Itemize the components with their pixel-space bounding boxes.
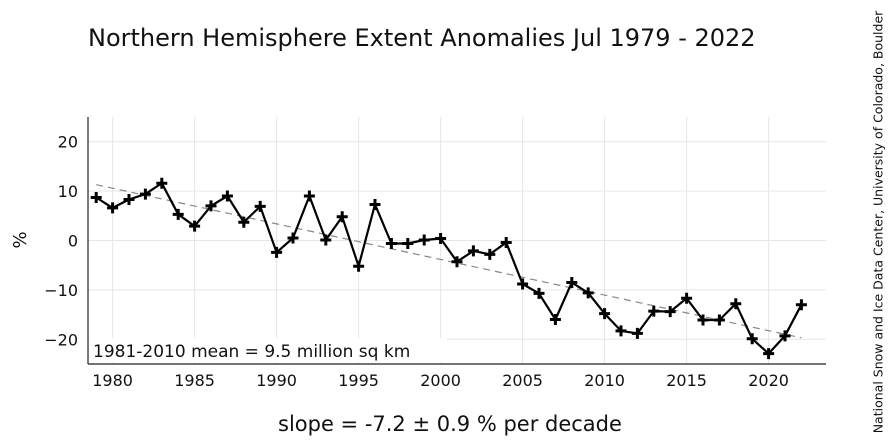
data-point-marker <box>582 287 594 299</box>
data-point-marker <box>402 237 414 249</box>
data-point-marker <box>336 211 348 223</box>
x-tick-label: 2015 <box>666 371 707 390</box>
x-tick-label: 2005 <box>502 371 543 390</box>
data-point-marker <box>123 193 135 205</box>
mean-annotation: 1981-2010 mean = 9.5 million sq km <box>93 342 410 362</box>
data-point-marker <box>172 208 184 220</box>
data-point-marker <box>139 188 151 200</box>
data-point-marker <box>648 305 660 317</box>
data-point-marker <box>205 200 217 212</box>
data-point-marker <box>369 198 381 210</box>
data-point-marker <box>107 202 119 214</box>
axes <box>87 117 826 365</box>
x-tick-label: 2020 <box>748 371 789 390</box>
data-point-marker <box>795 299 807 311</box>
data-point-marker <box>566 276 578 288</box>
grid-lines <box>88 117 826 364</box>
data-point-marker <box>467 245 479 257</box>
x-tick-label: 2010 <box>584 371 625 390</box>
data-point-marker <box>763 348 775 360</box>
y-tick-label: −20 <box>44 330 78 349</box>
data-point-marker <box>746 333 758 345</box>
x-tick-label: 1990 <box>256 371 297 390</box>
data-point-marker <box>303 190 315 202</box>
trend-line <box>96 184 802 339</box>
data-point-marker <box>779 330 791 342</box>
y-tick-label: 0 <box>68 232 78 251</box>
data-point-marker <box>451 256 463 268</box>
data-point-marker <box>156 177 168 189</box>
data-point-marker <box>484 248 496 260</box>
x-axis-label: slope = -7.2 ± 0.9 % per decade <box>278 412 622 436</box>
y-tick-label: 20 <box>58 133 78 152</box>
series-group <box>90 177 807 360</box>
data-point-marker <box>549 314 561 326</box>
data-point-marker <box>287 232 299 244</box>
y-axis-label: % <box>10 231 31 248</box>
data-point-marker <box>435 233 447 245</box>
data-point-marker <box>517 278 529 290</box>
data-point-marker <box>697 314 709 326</box>
x-tick-label: 1985 <box>174 371 215 390</box>
data-point-marker <box>713 314 725 326</box>
data-point-marker <box>189 220 201 232</box>
data-point-marker <box>681 292 693 304</box>
data-point-marker <box>664 306 676 318</box>
data-point-marker <box>599 308 611 320</box>
data-point-marker <box>533 287 545 299</box>
trend-line-group <box>96 184 802 339</box>
data-point-marker <box>500 236 512 248</box>
data-point-marker <box>615 325 627 337</box>
data-point-marker <box>730 298 742 310</box>
y-tick-label: 10 <box>58 182 78 201</box>
y-tick-label: −10 <box>44 281 78 300</box>
data-point-marker <box>90 192 102 204</box>
data-point-marker <box>320 234 332 246</box>
annotation-box <box>89 338 447 362</box>
data-point-marker <box>418 234 430 246</box>
x-tick-label: 1980 <box>92 371 133 390</box>
data-point-marker <box>385 237 397 249</box>
tick-labels: 1980 1985 1990 1995 2000 2005 2010 2015 20202010… <box>44 133 789 390</box>
data-point-marker <box>238 216 250 228</box>
series-line <box>95 182 803 355</box>
data-point-marker <box>631 327 643 339</box>
chart-title: Northern Hemisphere Extent Anomalies Jul… <box>88 24 756 52</box>
x-tick-label: 1995 <box>338 371 379 390</box>
data-point-marker <box>221 190 233 202</box>
data-point-marker <box>271 246 283 258</box>
data-point-marker <box>353 260 365 272</box>
data-point-marker <box>254 200 266 212</box>
x-tick-label: 2000 <box>420 371 461 390</box>
